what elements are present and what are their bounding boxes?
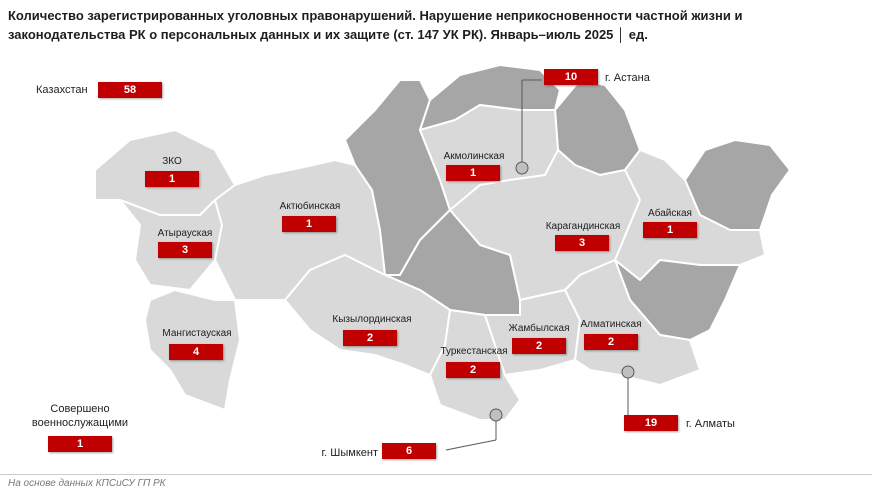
region-value-abai: 1 bbox=[643, 222, 697, 238]
region-value-atyrau: 3 bbox=[158, 242, 212, 258]
region-value-kyzylorda: 2 bbox=[343, 330, 397, 346]
military-value-badge: 1 bbox=[48, 436, 112, 452]
region-value-aktobe: 1 bbox=[282, 216, 336, 232]
shymkent-marker-icon[interactable] bbox=[489, 408, 503, 422]
region-label-turkestan: Туркестанская bbox=[440, 346, 508, 357]
city-label-astana: г. Астана bbox=[605, 72, 650, 84]
total-label: Казахстан bbox=[36, 84, 88, 96]
city-label-shymkent: г. Шымкент bbox=[321, 447, 379, 459]
region-label-mangystau: Мангистауская bbox=[162, 328, 232, 339]
total-value-badge: 58 bbox=[98, 82, 162, 98]
region-label-zhambyl: Жамбылская bbox=[508, 323, 570, 334]
region-almaty-shape[interactable] bbox=[564, 259, 701, 386]
city-value-shymkent: 6 bbox=[382, 443, 436, 459]
region-label-akmola: Акмолинская bbox=[443, 151, 505, 162]
astana-marker-icon[interactable] bbox=[515, 161, 529, 175]
region-value-almaty: 2 bbox=[584, 334, 638, 350]
almaty-marker-icon[interactable] bbox=[621, 365, 635, 379]
region-label-karaganda: Карагандинская bbox=[545, 221, 621, 232]
city-value-astana: 10 bbox=[544, 69, 598, 85]
region-value-akmola: 1 bbox=[446, 165, 500, 181]
region-label-abai: Абайская bbox=[648, 208, 692, 219]
region-label-zko: ЗКО bbox=[162, 156, 182, 167]
footer-divider bbox=[0, 474, 872, 475]
region-value-zhambyl: 2 bbox=[512, 338, 566, 354]
region-value-karaganda: 3 bbox=[555, 235, 609, 251]
source-note: На основе данных КПСиСУ ГП РК bbox=[8, 478, 166, 489]
page-title: Количество зарегистрированных уголовных … bbox=[8, 8, 743, 42]
military-label: Совершено военнослужащими bbox=[31, 403, 129, 429]
region-label-almaty: Алматинская bbox=[580, 319, 642, 330]
region-label-kyzylorda: Кызылординская bbox=[332, 314, 412, 325]
shymkent-leader-line-h bbox=[445, 439, 497, 451]
region-label-atyrau: Атырауская bbox=[157, 228, 213, 239]
region-label-aktobe: Актюбинская bbox=[279, 201, 341, 212]
region-value-mangystau: 4 bbox=[169, 344, 223, 360]
region-value-turkestan: 2 bbox=[446, 362, 500, 378]
city-label-almaty: г. Алматы bbox=[686, 418, 735, 430]
region-value-zko: 1 bbox=[145, 171, 199, 187]
city-value-almaty: 19 bbox=[624, 415, 678, 431]
